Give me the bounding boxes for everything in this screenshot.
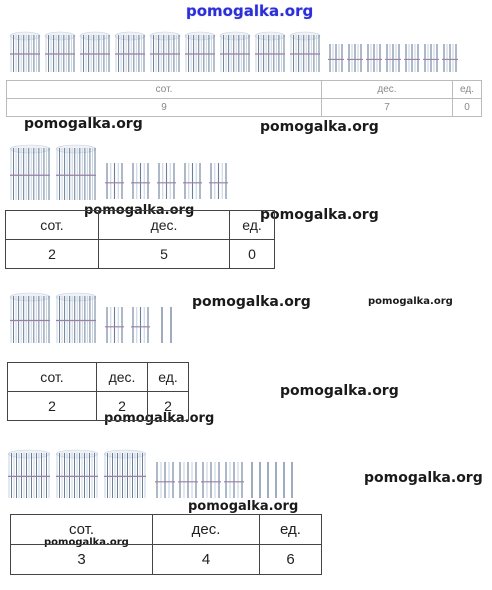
header-tens: дес.: [98, 210, 230, 240]
place-value-table-2: сот. дес. ед. 2 5 0: [5, 210, 275, 269]
ten-bundle: [183, 163, 202, 199]
value-tens: 7: [321, 98, 453, 117]
header-hundreds: сот.: [7, 362, 97, 392]
header-ones: ед.: [259, 514, 322, 545]
value-hundreds: 3: [10, 544, 153, 575]
hundred-bundle: [114, 31, 146, 72]
watermark: pomogalka.org: [364, 470, 483, 486]
ten-bundle: [201, 462, 221, 498]
hundred-bundle: [254, 31, 286, 72]
hundred-bundle: [9, 292, 51, 343]
ten-bundle: [423, 44, 439, 72]
watermark: pomogalka.org: [24, 116, 143, 132]
header-ones: ед.: [147, 362, 189, 392]
watermark: pomogalka.org: [188, 499, 299, 514]
value-ones: 6: [259, 544, 322, 575]
watermark: pomogalka.org: [368, 296, 453, 307]
value-ones: 0: [229, 239, 275, 269]
header-hundreds: сот.: [6, 80, 322, 99]
header-tens: дес.: [152, 514, 260, 545]
place-value-table-1: сот. дес. ед. 9 7 0: [6, 80, 482, 117]
place-value-table-3: сот. дес. ед. 2 2 2: [7, 362, 189, 421]
hundred-bundle: [79, 31, 111, 72]
header-tens: дес.: [321, 80, 453, 99]
ten-bundle: [385, 44, 401, 72]
ten-bundle: [157, 163, 176, 199]
hundred-bundle: [9, 144, 51, 200]
ten-bundle: [442, 44, 458, 72]
ten-bundle: [131, 307, 150, 343]
value-hundreds: 2: [7, 391, 97, 421]
ten-bundle: [105, 307, 124, 343]
ten-bundle: [178, 462, 198, 498]
watermark: pomogalka.org: [280, 383, 399, 399]
ten-bundle: [404, 44, 420, 72]
hundred-bundle: [103, 449, 147, 498]
hundred-bundle: [289, 31, 321, 72]
header-tens: дес.: [96, 362, 148, 392]
hundred-bundle: [9, 31, 41, 72]
watermark: pomogalka.org: [260, 207, 379, 223]
value-tens: 5: [98, 239, 230, 269]
ten-bundle: [366, 44, 382, 72]
ten-bundle: [105, 163, 124, 199]
value-ones: 0: [452, 98, 482, 117]
hundred-bundle: [7, 449, 51, 498]
header-ones: ед.: [452, 80, 482, 99]
header-ones: ед.: [229, 210, 275, 240]
ten-bundle: [209, 163, 228, 199]
hundred-bundle: [184, 31, 216, 72]
ten-bundle: [155, 462, 175, 498]
value-tens: 4: [152, 544, 260, 575]
ten-bundle: [224, 462, 244, 498]
ten-bundle: [328, 44, 344, 72]
header-hundreds: сот.: [10, 514, 153, 545]
hundred-bundle: [219, 31, 251, 72]
watermark: pomogalka.org: [260, 119, 379, 135]
hundred-bundle: [44, 31, 76, 72]
watermark-top: pomogalka.org: [186, 2, 314, 20]
place-value-table-4: сот. дес. ед. 3 4 6: [10, 514, 322, 575]
header-hundreds: сот.: [5, 210, 99, 240]
hundred-bundle: [149, 31, 181, 72]
hundred-bundle: [55, 144, 97, 200]
value-ones: 2: [147, 391, 189, 421]
ten-bundle: [347, 44, 363, 72]
watermark: pomogalka.org: [192, 294, 311, 310]
value-hundreds: 2: [5, 239, 99, 269]
value-tens: 2: [96, 391, 148, 421]
ten-bundle: [131, 163, 150, 199]
hundred-bundle: [55, 449, 99, 498]
hundred-bundle: [55, 292, 97, 343]
value-hundreds: 9: [6, 98, 322, 117]
